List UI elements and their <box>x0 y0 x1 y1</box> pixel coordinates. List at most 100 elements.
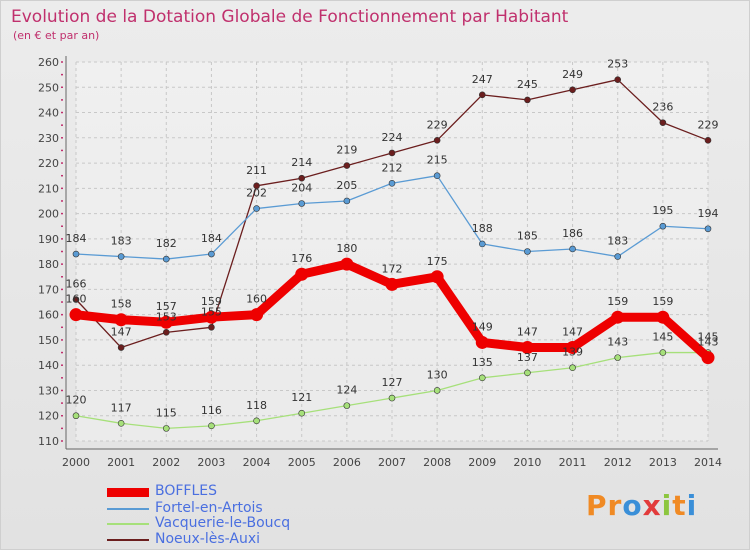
legend-label: BOFFLES <box>155 483 218 499</box>
x-tick-label: 2008 <box>423 456 451 469</box>
y-tick-label: 180 <box>38 258 59 271</box>
data-label: 204 <box>291 181 312 194</box>
data-label: 160 <box>66 293 87 306</box>
logo-letter: i <box>686 489 698 522</box>
data-label: 247 <box>472 73 493 86</box>
data-point <box>117 420 125 427</box>
data-point <box>614 253 622 260</box>
data-point <box>117 253 125 260</box>
data-label: 229 <box>698 118 719 131</box>
x-tick-label: 2012 <box>604 456 632 469</box>
data-label: 236 <box>652 101 673 114</box>
data-point <box>253 417 260 425</box>
grid-lines <box>75 61 709 442</box>
data-point <box>704 137 712 144</box>
data-label: 124 <box>336 384 357 397</box>
data-label: 120 <box>66 394 87 407</box>
legend-swatch <box>107 487 149 497</box>
legend-swatch <box>107 523 149 525</box>
data-label: 175 <box>427 255 448 268</box>
data-label: 157 <box>156 300 177 313</box>
x-tick-label: 2002 <box>152 456 180 469</box>
data-point <box>343 402 351 409</box>
data-point <box>478 240 486 248</box>
data-point <box>162 255 170 263</box>
data-label: 118 <box>246 399 267 412</box>
x-tick-label: 2013 <box>649 456 677 469</box>
data-point <box>343 197 351 205</box>
series-lines <box>69 76 715 432</box>
data-label: 249 <box>562 68 583 81</box>
data-point <box>69 308 83 322</box>
data-label: 211 <box>246 164 267 177</box>
y-tick-label: 210 <box>38 182 59 195</box>
data-label: 159 <box>607 295 628 308</box>
legend-swatch <box>107 508 149 510</box>
data-label: 115 <box>156 406 177 419</box>
data-label: 245 <box>517 78 538 91</box>
data-label: 143 <box>607 336 628 349</box>
data-label: 143 <box>698 336 719 349</box>
logo-letter: P <box>586 489 608 522</box>
data-point <box>72 250 80 258</box>
axes: 110 120 130 140 150 160 170 180 190 200 210 220 230 2… <box>38 56 722 469</box>
y-tick-label: 170 <box>38 283 59 296</box>
data-point <box>614 76 622 83</box>
data-label: 195 <box>652 204 673 217</box>
data-point <box>704 225 712 233</box>
data-point <box>430 270 444 284</box>
data-point <box>524 248 531 255</box>
data-label: 159 <box>652 295 673 308</box>
data-point <box>253 182 260 190</box>
data-label: 183 <box>111 235 132 248</box>
data-label: 137 <box>517 351 538 364</box>
data-point <box>614 354 622 361</box>
x-tick-label: 2000 <box>62 456 90 469</box>
data-point <box>295 267 309 281</box>
y-tick-label: 140 <box>38 359 59 372</box>
data-label: 253 <box>607 58 628 71</box>
x-tick-label: 2004 <box>243 456 271 469</box>
data-label: 145 <box>698 331 719 344</box>
data-point <box>659 222 667 230</box>
y-tick-label: 240 <box>38 107 59 120</box>
data-point <box>569 245 576 253</box>
data-label: 172 <box>382 262 403 275</box>
x-tick-label: 2003 <box>197 456 225 469</box>
data-point <box>253 205 260 212</box>
data-label: 153 <box>156 310 177 323</box>
data-label: 202 <box>246 187 267 200</box>
logo-letter: o <box>622 489 643 522</box>
data-label: 182 <box>156 237 177 250</box>
data-point <box>524 96 531 104</box>
data-label: 158 <box>111 298 132 311</box>
y-tick-label: 190 <box>38 233 59 246</box>
data-label: 176 <box>291 252 312 265</box>
x-tick-label: 2001 <box>107 456 135 469</box>
data-point <box>524 369 531 377</box>
data-label: 139 <box>562 346 583 359</box>
data-point <box>478 91 486 99</box>
legend-label: Vacquerie-le-Boucq <box>155 515 291 531</box>
data-point <box>343 162 351 169</box>
data-label: 117 <box>111 401 132 414</box>
data-label: 147 <box>517 326 538 339</box>
data-point <box>566 341 580 355</box>
data-point <box>208 422 215 430</box>
data-point <box>478 374 486 382</box>
data-label: 224 <box>382 131 403 144</box>
data-point <box>117 344 125 351</box>
data-point <box>298 174 306 182</box>
data-point <box>250 308 264 322</box>
y-tick-label: 250 <box>38 81 59 94</box>
data-label: 229 <box>427 118 448 131</box>
data-point <box>388 149 396 157</box>
data-point <box>388 179 396 187</box>
data-label: 180 <box>336 242 357 255</box>
data-label: 130 <box>427 368 448 381</box>
data-point <box>159 315 173 329</box>
chart-subtitle: (en € et par an) <box>13 29 100 42</box>
data-point <box>72 296 80 303</box>
